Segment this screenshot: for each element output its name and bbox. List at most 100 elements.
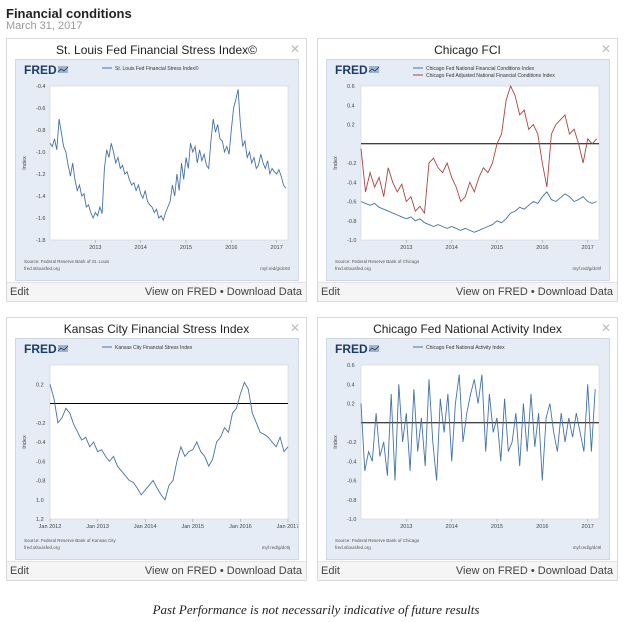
legend-label: Chicago Fed National Financial Condition… (426, 66, 535, 72)
chart-kc-fsi: FRED Kansas City Financial Stress Index 0.… (22, 342, 298, 550)
download-data-link[interactable]: Download Data (537, 565, 613, 577)
y-tick-label: -0.8 (36, 128, 45, 134)
y-tick-label: -0.2 (347, 440, 356, 446)
panel-title: Chicago FCI (434, 43, 501, 57)
download-data-link[interactable]: Download Data (537, 286, 613, 298)
x-tick-label: 2013 (89, 245, 101, 251)
fred-logo-chart-line (368, 345, 380, 352)
site-label: fred.stlouisfed.org (24, 545, 60, 550)
edit-link[interactable]: Edit (10, 565, 29, 577)
short-url-label: myf.red/g/dc9j (262, 545, 290, 550)
y-tick-label: 0.2 (36, 382, 44, 388)
plot-area (49, 85, 289, 241)
panel-title: Chicago Fed National Activity Index (373, 322, 562, 336)
fred-graph: FRED St. Louis Fed Financial Stress Index… (15, 59, 299, 281)
y-tick-label: 0.6 (347, 363, 355, 369)
source-label: Source: Federal Reserve Bank of Kansas C… (24, 538, 117, 543)
x-tick-label: 2013 (400, 524, 412, 530)
y-tick-label: -1.2 (36, 172, 45, 178)
panel-cfnai: Chicago Fed National Activity Index ✕ FR… (317, 317, 618, 581)
fred-logo-chart-icon (368, 66, 380, 73)
x-tick-label: 2016 (536, 245, 548, 251)
panel-footer: Edit View on FRED • Download Data (318, 282, 617, 301)
y-tick-label: -0.4 (347, 180, 356, 186)
view-on-fred-link[interactable]: View on FRED (144, 565, 217, 577)
disclaimer: Past Performance is not necessarily indi… (152, 602, 480, 617)
y-tick-label: 0.2 (347, 123, 355, 129)
series-line (360, 84, 598, 215)
legend-label: St. Louis Fed Financial Stress Index© (115, 65, 199, 72)
x-tick-label: Jan 2014 (134, 524, 157, 530)
close-icon[interactable]: ✕ (289, 42, 300, 56)
close-icon[interactable]: ✕ (600, 321, 611, 335)
legend-label: Chicago Fed Adjusted National Financial … (426, 73, 555, 79)
fred-logo-icon: FRED (335, 342, 368, 356)
x-tick-label: 2015 (491, 245, 503, 251)
fred-logo-chart-line (368, 66, 380, 73)
panel-title: Kansas City Financial Stress Index (63, 322, 250, 336)
y-tick-label: -0.8 (347, 498, 356, 504)
x-tick-label: 2016 (225, 245, 237, 251)
short-url-label: myf.red/g/dc9l (573, 545, 601, 550)
view-on-fred-link[interactable]: View on FRED (455, 565, 528, 577)
panel-footer: Edit View on FRED • Download Data (318, 561, 617, 580)
fred-logo-chart-box (58, 66, 68, 73)
close-icon[interactable]: ✕ (600, 42, 611, 56)
y-tick-label: -0.8 (347, 219, 356, 225)
x-tick-label: 2014 (135, 245, 147, 251)
y-tick-label: -1.0 (347, 517, 356, 523)
site-label: fred.stlouisfed.org (24, 266, 60, 271)
fred-logo-chart-box (58, 345, 68, 352)
download-data-link[interactable]: Download Data (226, 565, 302, 577)
edit-link[interactable]: Edit (321, 286, 340, 298)
site-label: fred.stlouisfed.org (335, 266, 371, 271)
edit-link[interactable]: Edit (321, 565, 340, 577)
x-tick-label: 2016 (536, 524, 548, 530)
x-tick-label: Jan 2017 (277, 524, 298, 530)
separator: • (219, 286, 224, 298)
y-tick-label: 1.0 (36, 498, 44, 504)
x-tick-label: 2017 (271, 245, 283, 251)
y-tick-label: -1.0 (347, 238, 356, 244)
panel-footer: Edit View on FRED • Download Data (7, 561, 306, 580)
fred-logo-chart-icon (57, 66, 69, 73)
fred-logo-chart-icon (368, 345, 380, 352)
y-tick-label: -1.0 (36, 150, 45, 156)
y-tick-label: -0.4 (347, 459, 356, 465)
site-label: fred.stlouisfed.org (335, 545, 371, 550)
page-title: Financial conditions (6, 6, 132, 21)
source-label: Source: Federal Reserve Bank of St. Loui… (24, 259, 110, 264)
y-tick-label: -0.2 (36, 421, 45, 427)
separator: • (530, 565, 535, 577)
x-tick-label: Jan 2012 (39, 524, 62, 530)
y-tick-label: 0.4 (347, 103, 355, 109)
download-data-link[interactable]: Download Data (226, 286, 302, 298)
fred-logo-icon: FRED (24, 63, 57, 77)
plot-area (360, 85, 600, 241)
fred-logo-chart-box (369, 66, 379, 73)
short-url-label: myf.red/g/dc9f (572, 266, 601, 271)
view-on-fred-link[interactable]: View on FRED (144, 286, 217, 298)
y-tick-label: -0.6 (347, 479, 356, 485)
chart-chicago-fci: FRED Chicago Fed National Financial Condi… (333, 63, 602, 271)
separator: • (219, 565, 224, 577)
panel-stl-fsi: St. Louis Fed Financial Stress Index© ✕ … (6, 38, 307, 302)
y-axis-label: Index (22, 435, 28, 449)
close-icon[interactable]: ✕ (289, 321, 300, 335)
legend-label: Kansas City Financial Stress Index (115, 345, 193, 351)
panel-footer: Edit View on FRED • Download Data (7, 282, 306, 301)
y-tick-label: -0.8 (36, 479, 45, 485)
y-tick-label: -0.6 (36, 459, 45, 465)
x-tick-label: 2017 (582, 245, 594, 251)
separator: • (530, 286, 535, 298)
fred-graph: FRED Chicago Fed National Financial Condi… (326, 59, 610, 281)
page-date: March 31, 2017 (6, 20, 83, 32)
y-tick-label: 0.4 (347, 382, 355, 388)
y-tick-label: 1.2 (36, 517, 44, 523)
y-tick-label: -1.4 (36, 194, 45, 200)
y-tick-label: -0.2 (347, 161, 356, 167)
view-on-fred-link[interactable]: View on FRED (455, 286, 528, 298)
edit-link[interactable]: Edit (10, 286, 29, 298)
chart-stl-fsi: FRED St. Louis Fed Financial Stress Index… (22, 63, 290, 271)
x-tick-label: Jan 2015 (181, 524, 204, 530)
